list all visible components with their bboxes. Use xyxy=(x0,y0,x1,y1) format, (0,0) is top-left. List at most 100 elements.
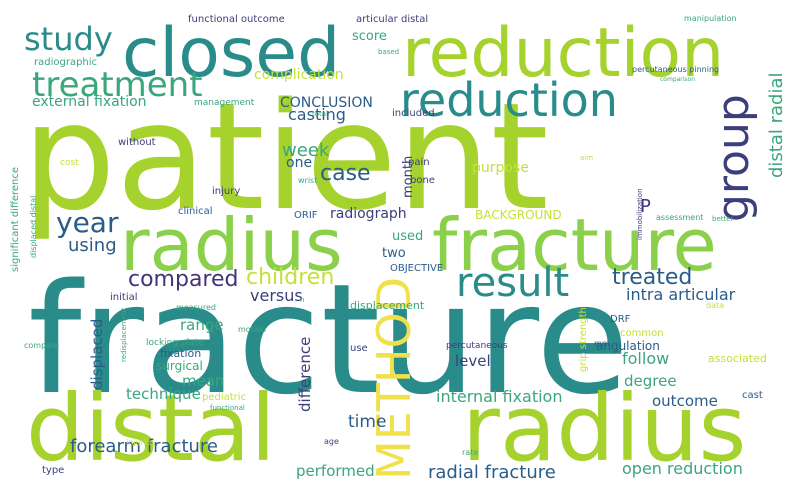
word-common: common xyxy=(620,328,664,339)
word-versus: versus xyxy=(250,286,303,305)
word-rate: rate xyxy=(462,448,478,457)
word-drf: DRF xyxy=(610,314,631,325)
word-associated: associated xyxy=(708,352,767,365)
word-motion: motion xyxy=(238,325,266,334)
word-range: range xyxy=(180,316,224,334)
word-manipulation: manipulation xyxy=(684,14,737,23)
word-open-reduction: open reduction xyxy=(622,459,743,478)
word-data: data xyxy=(706,301,724,310)
word-conclusion: CONCLUSION xyxy=(280,95,373,111)
word-functional: functional xyxy=(210,404,245,412)
word-orif: ORIF xyxy=(294,210,318,221)
word-displacement: displacement xyxy=(350,299,425,312)
word-redisplacement: redisplacement xyxy=(120,308,128,362)
word-radiographic: radiographic xyxy=(34,57,97,68)
word-follow: follow xyxy=(622,349,669,368)
word-surgical: surgical xyxy=(156,359,203,373)
word-treatment: treatment xyxy=(32,65,203,105)
word-comparison: comparison xyxy=(660,76,695,83)
word-one: one xyxy=(286,155,312,171)
word-initial: initial xyxy=(110,292,138,303)
word-objective: OBJECTIVE xyxy=(390,263,443,274)
word-functional-outcome: functional outcome xyxy=(188,14,285,25)
word-intra-articular: intra articular xyxy=(626,285,736,304)
word-wrist: wrist xyxy=(298,176,317,185)
word-method: METHOD xyxy=(367,277,421,480)
word-internal-fixation: internal fixation xyxy=(436,387,562,406)
word-study: study xyxy=(24,20,113,58)
word-radial-fracture: radial fracture xyxy=(428,462,556,483)
word-pediatric: pediatric xyxy=(202,392,246,403)
word-grip-strength: grip strength xyxy=(578,307,589,372)
word-mm: mm xyxy=(594,339,610,348)
word-significant-difference: significant difference xyxy=(10,167,21,272)
word-radiograph: radiograph xyxy=(330,206,407,222)
word-time: time xyxy=(348,412,386,432)
word-pain: pain xyxy=(408,157,430,168)
word-management: management xyxy=(194,98,255,108)
word-injury: injury xyxy=(212,186,240,197)
word-bone: bone xyxy=(410,175,435,186)
word-fracture: fracture xyxy=(28,251,629,428)
word-case: case xyxy=(320,161,371,186)
word-clinical: clinical xyxy=(178,206,213,217)
word-assessment: assessment xyxy=(656,213,703,222)
word-cast: cast xyxy=(742,390,763,401)
word-level: level xyxy=(455,352,491,370)
word-cost: cost xyxy=(60,158,79,168)
word-mean: mean xyxy=(182,372,225,390)
word-difference: difference xyxy=(296,337,314,412)
word-degree: degree xyxy=(624,372,677,390)
word-radius: radius xyxy=(120,203,343,287)
word-better: better xyxy=(712,215,734,223)
word-children: children xyxy=(246,265,334,290)
word-external-fixation: external fixation xyxy=(32,94,147,110)
word-compare: compare xyxy=(24,341,59,350)
word-group: group xyxy=(708,94,759,222)
word-technique: technique xyxy=(126,385,201,403)
word-articular-distal: articular distal xyxy=(356,14,428,25)
word-reduction: reduction xyxy=(400,73,618,127)
word-immobilization: immobilization xyxy=(636,188,644,240)
word-performed: performed xyxy=(296,462,375,480)
word-total: total xyxy=(312,110,328,118)
word-based: based xyxy=(378,48,399,56)
word-without: without xyxy=(118,137,156,148)
word-forearm-fracture: forearm fracture xyxy=(70,436,218,457)
word-included: included xyxy=(392,108,435,119)
word-distal: distal xyxy=(26,375,276,482)
word-outcome: outcome xyxy=(652,392,718,410)
word-age: age xyxy=(324,437,339,446)
word-month: month xyxy=(401,156,416,198)
word-p: P xyxy=(640,196,651,217)
word-type: type xyxy=(42,465,64,476)
word-complication: complication xyxy=(254,67,344,83)
word-compared: compared xyxy=(128,267,239,292)
word-result: result xyxy=(456,260,569,306)
word-patient: patient xyxy=(22,71,549,243)
word-year: year xyxy=(56,206,119,239)
word-distal-radial: distal radial xyxy=(766,72,787,178)
word-week: week xyxy=(282,140,330,161)
word-purpose: purpose xyxy=(472,160,529,176)
word-treated: treated xyxy=(612,265,692,290)
word-percutaneous: percutaneous xyxy=(446,341,508,351)
word-background: BACKGROUND xyxy=(475,208,562,222)
word-n: n xyxy=(300,296,304,304)
word-using: using xyxy=(68,235,117,256)
word-displaced: displaced xyxy=(88,319,106,390)
word-reduction: reduction xyxy=(402,14,724,93)
word-injuries: injuries xyxy=(126,438,155,447)
word-percutaneous-pinning: percutaneous pinning xyxy=(632,65,719,74)
word-casting: casting xyxy=(288,105,346,124)
word-closed: closed xyxy=(122,14,340,93)
word-fracture: fracture xyxy=(432,203,717,287)
word-fixation: fixation xyxy=(160,347,201,360)
word-displaced-distal: displaced distal xyxy=(29,196,38,258)
word-measured: measured xyxy=(176,303,216,312)
word-score: score xyxy=(352,29,387,44)
word-used: used xyxy=(392,229,423,244)
word-angulation: angulation xyxy=(596,339,660,353)
